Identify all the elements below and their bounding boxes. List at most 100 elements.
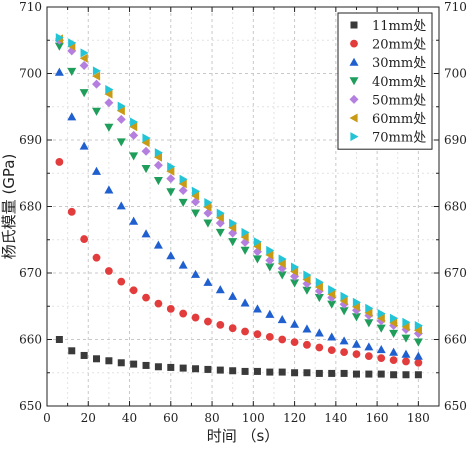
- data-point: [364, 319, 374, 328]
- data-point: [376, 324, 386, 333]
- data-point: [303, 369, 311, 377]
- data-point: [302, 275, 311, 285]
- data-point: [129, 130, 139, 140]
- data-point: [266, 368, 274, 376]
- legend-label: 60mm处: [372, 112, 426, 127]
- data-point: [228, 223, 237, 233]
- data-point: [117, 359, 125, 367]
- data-point: [389, 356, 398, 365]
- data-point: [178, 179, 187, 189]
- legend-label: 20mm处: [372, 38, 426, 53]
- legend: 11mm处 20mm处 30mm处 40mm处 50mm处 60mm处 70mm处: [337, 12, 433, 150]
- data-point: [377, 354, 386, 363]
- legend-label: 70mm处: [372, 131, 426, 146]
- data-point: [117, 277, 126, 286]
- series-6: [54, 34, 422, 335]
- data-point: [79, 141, 89, 150]
- data-point: [352, 350, 361, 359]
- data-point: [67, 207, 76, 216]
- data-point: [314, 282, 323, 292]
- data-point: [105, 357, 113, 365]
- data-point: [142, 361, 150, 369]
- data-point: [352, 370, 360, 378]
- data-point: [389, 347, 399, 356]
- y-tick-label-left: 690: [19, 133, 42, 147]
- data-point: [141, 138, 150, 148]
- data-point: [203, 202, 212, 212]
- legend-label: 50mm处: [372, 93, 426, 108]
- data-point: [390, 313, 399, 323]
- x-tick-label: 140: [324, 411, 347, 425]
- axes: 0 20 40 60 80 100 120 140 160 180 650 650 660 660 670 6…: [19, 0, 467, 425]
- data-point: [79, 61, 89, 71]
- data-point: [401, 322, 410, 332]
- data-point: [141, 164, 151, 174]
- data-point: [339, 336, 349, 345]
- legend-label: 11mm处: [372, 19, 426, 34]
- legend-marker: [349, 94, 359, 104]
- data-point: [191, 191, 200, 201]
- series-7: [55, 33, 423, 331]
- data-point: [327, 289, 336, 299]
- data-point: [328, 285, 337, 295]
- data-point: [129, 122, 138, 132]
- data-point: [253, 237, 262, 247]
- data-point: [290, 279, 300, 288]
- data-point: [303, 270, 312, 280]
- data-point: [130, 117, 139, 127]
- data-point: [79, 89, 89, 98]
- data-point: [228, 291, 238, 300]
- legend-marker: [349, 57, 359, 66]
- data-point: [315, 277, 324, 287]
- data-point: [67, 67, 77, 77]
- y-tick-label-right: 710: [444, 0, 467, 14]
- data-point: [365, 370, 373, 378]
- series-1: [55, 336, 422, 379]
- data-point: [265, 255, 275, 265]
- data-point: [277, 315, 287, 324]
- data-point: [203, 219, 213, 228]
- data-point: [302, 286, 312, 295]
- y-tick-label-left: 710: [19, 0, 42, 14]
- data-point: [130, 360, 138, 368]
- data-point: [401, 349, 411, 358]
- data-point: [241, 367, 249, 375]
- data-point: [92, 107, 102, 116]
- data-point: [290, 267, 299, 277]
- data-point: [252, 241, 262, 251]
- legend-marker: [350, 21, 358, 29]
- data-point: [117, 101, 126, 111]
- data-point: [376, 344, 386, 354]
- data-point: [253, 330, 262, 339]
- data-point: [166, 166, 175, 176]
- data-point: [364, 352, 373, 361]
- data-point: [55, 33, 64, 43]
- data-point: [351, 302, 361, 312]
- data-point: [166, 174, 176, 184]
- data-point: [265, 332, 274, 341]
- data-point: [54, 42, 64, 51]
- legend-marker: [350, 132, 359, 142]
- data-point: [340, 348, 348, 357]
- data-point: [340, 291, 349, 301]
- data-point: [191, 269, 201, 278]
- data-point: [216, 320, 225, 329]
- data-point: [167, 363, 175, 371]
- data-point: [291, 369, 299, 377]
- data-point: [216, 366, 224, 374]
- data-point: [67, 112, 77, 121]
- data-point: [153, 160, 163, 170]
- data-point: [167, 162, 176, 172]
- data-point: [252, 304, 262, 313]
- data-point: [327, 332, 337, 341]
- data-point: [413, 338, 423, 347]
- data-point: [54, 67, 64, 76]
- legend-label: 30mm处: [372, 56, 426, 71]
- data-point: [191, 313, 200, 322]
- data-point: [228, 324, 237, 333]
- data-point: [92, 253, 101, 262]
- data-point: [278, 368, 286, 376]
- series-4: [54, 42, 423, 347]
- data-point: [228, 238, 238, 247]
- series-2: [55, 158, 423, 367]
